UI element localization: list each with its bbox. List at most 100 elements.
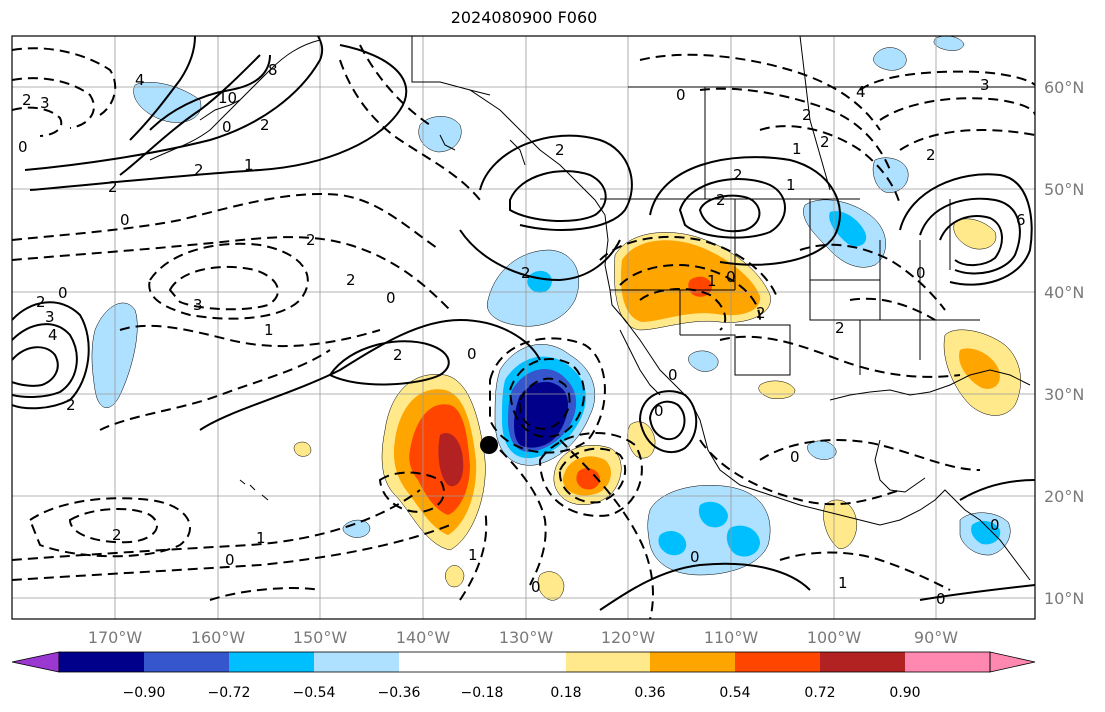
colorbar-segment (399, 652, 566, 672)
contour-label: 3 (193, 296, 203, 314)
lat-label: 60°N (1044, 78, 1084, 97)
lat-label: 30°N (1044, 385, 1084, 404)
longitude-labels: 170°W 160°W 150°W 140°W 130°W 120°W 110°… (88, 628, 958, 647)
colorbar-segment (229, 652, 314, 672)
contour-label: 2 (66, 396, 76, 414)
contour-label: 0 (386, 289, 396, 307)
contour-label: 0 (58, 284, 68, 302)
contour-label: 3 (40, 94, 50, 112)
contour-label: 2 (926, 146, 936, 164)
contour-label: 10 (218, 89, 237, 107)
lat-label: 20°N (1044, 487, 1084, 506)
contour-label: 2 (306, 231, 316, 249)
contour-label: 1 (256, 529, 266, 547)
colorbar-segment (905, 652, 990, 672)
colorbar-segment (650, 652, 735, 672)
contour-label: 0 (531, 578, 541, 596)
contour-label: 3 (980, 76, 990, 94)
colorbar-tick-label: −0.36 (378, 685, 421, 701)
latitude-labels: 60°N 50°N 40°N 30°N 20°N 10°N (1044, 78, 1084, 608)
storm-center-marker (480, 436, 498, 454)
contour-label: 2 (835, 319, 845, 337)
lon-label: 140°W (396, 628, 451, 647)
contour-lines (12, 36, 1035, 611)
contour-label: 0 (726, 268, 736, 286)
lon-label: 130°W (499, 628, 554, 647)
contour-label-group: 2 0 3 2 4 10 8 0 2 1 2 0 2 0 3 2 3 4 2 1… (18, 61, 1026, 608)
colorbar-tick-label: 0.36 (634, 685, 665, 701)
lon-label: 90°W (914, 628, 958, 647)
contour-label: 2 (756, 304, 766, 322)
contour-label: 2 (521, 264, 531, 282)
colorbar-under-triangle (11, 651, 60, 673)
contour-label: 0 (676, 86, 686, 104)
contour-label: 2 (108, 178, 118, 196)
lon-label: 120°W (601, 628, 656, 647)
contour-label: 1 (264, 321, 274, 339)
contour-label: 1 (838, 574, 848, 592)
lon-label: 160°W (191, 628, 246, 647)
contour-label: 1 (244, 156, 254, 174)
contour-label: 2 (716, 191, 726, 209)
colorbar-segment (735, 652, 820, 672)
colorbar-segment (566, 652, 650, 672)
contour-label: 2 (36, 293, 46, 311)
colorbar-tick-label: 0.72 (804, 685, 835, 701)
lon-label: 150°W (293, 628, 348, 647)
contour-label: 0 (120, 211, 130, 229)
contour-label: 2 (393, 346, 403, 364)
plot-area (12, 36, 1035, 619)
coastlines (149, 36, 1035, 581)
contour-label: 0 (225, 551, 235, 569)
contour-label: 2 (555, 141, 565, 159)
colorbar-segment (820, 652, 905, 672)
contour-label: 0 (916, 264, 926, 282)
colorbar-tick-label: 0.18 (550, 685, 581, 701)
contour-label: 2 (346, 271, 356, 289)
colorbar-tick-label: 0.90 (889, 685, 920, 701)
colorbar-over-triangle (989, 651, 1036, 673)
contour-label: 0 (936, 590, 946, 608)
contour-label: 0 (990, 516, 1000, 534)
contour-label: 0 (790, 448, 800, 466)
plot-frame (11, 35, 1036, 620)
lat-label: 50°N (1044, 180, 1084, 199)
contour-label: 2 (260, 116, 270, 134)
contour-label: 2 (733, 166, 743, 184)
contour-label: 2 (802, 106, 812, 124)
contour-label: 0 (668, 366, 678, 384)
contour-lines-dashed (12, 44, 1035, 619)
contour-label: 1 (786, 176, 796, 194)
contour-label: 4 (135, 71, 145, 89)
contour-label: 0 (690, 548, 700, 566)
contour-label: 0 (222, 118, 232, 136)
colorbar-segment (59, 652, 144, 672)
colorbar: −0.90 −0.72 −0.54 −0.36 −0.18 0.18 0.36 … (11, 651, 1036, 701)
contour-label: 8 (268, 61, 278, 79)
colorbar-tick-label: −0.54 (293, 685, 336, 701)
contour-label: 1 (468, 546, 478, 564)
contour-label: 3 (45, 308, 55, 326)
contour-label: 0 (18, 138, 28, 156)
colorbar-tick-label: −0.72 (208, 685, 251, 701)
contour-label: 4 (856, 83, 866, 101)
colorbar-tick-label: −0.90 (123, 685, 166, 701)
lon-label: 100°W (807, 628, 862, 647)
lon-label: 170°W (88, 628, 143, 647)
lat-label: 10°N (1044, 589, 1084, 608)
contour-label: 2 (820, 133, 830, 151)
contour-label: 0 (654, 402, 664, 420)
contour-label: 6 (1016, 211, 1026, 229)
colorbar-segment (314, 652, 399, 672)
colorbar-tick-label: 0.54 (719, 685, 750, 701)
contour-label: 2 (194, 161, 204, 179)
contour-label: 4 (48, 326, 58, 344)
lat-label: 40°N (1044, 283, 1084, 302)
contour-label: 1 (792, 140, 802, 158)
map-title: 2024080900 F060 (450, 8, 598, 27)
lon-label: 110°W (704, 628, 759, 647)
contour-label: 2 (112, 526, 122, 544)
graticule (12, 36, 1035, 619)
contour-label: 0 (467, 345, 477, 363)
